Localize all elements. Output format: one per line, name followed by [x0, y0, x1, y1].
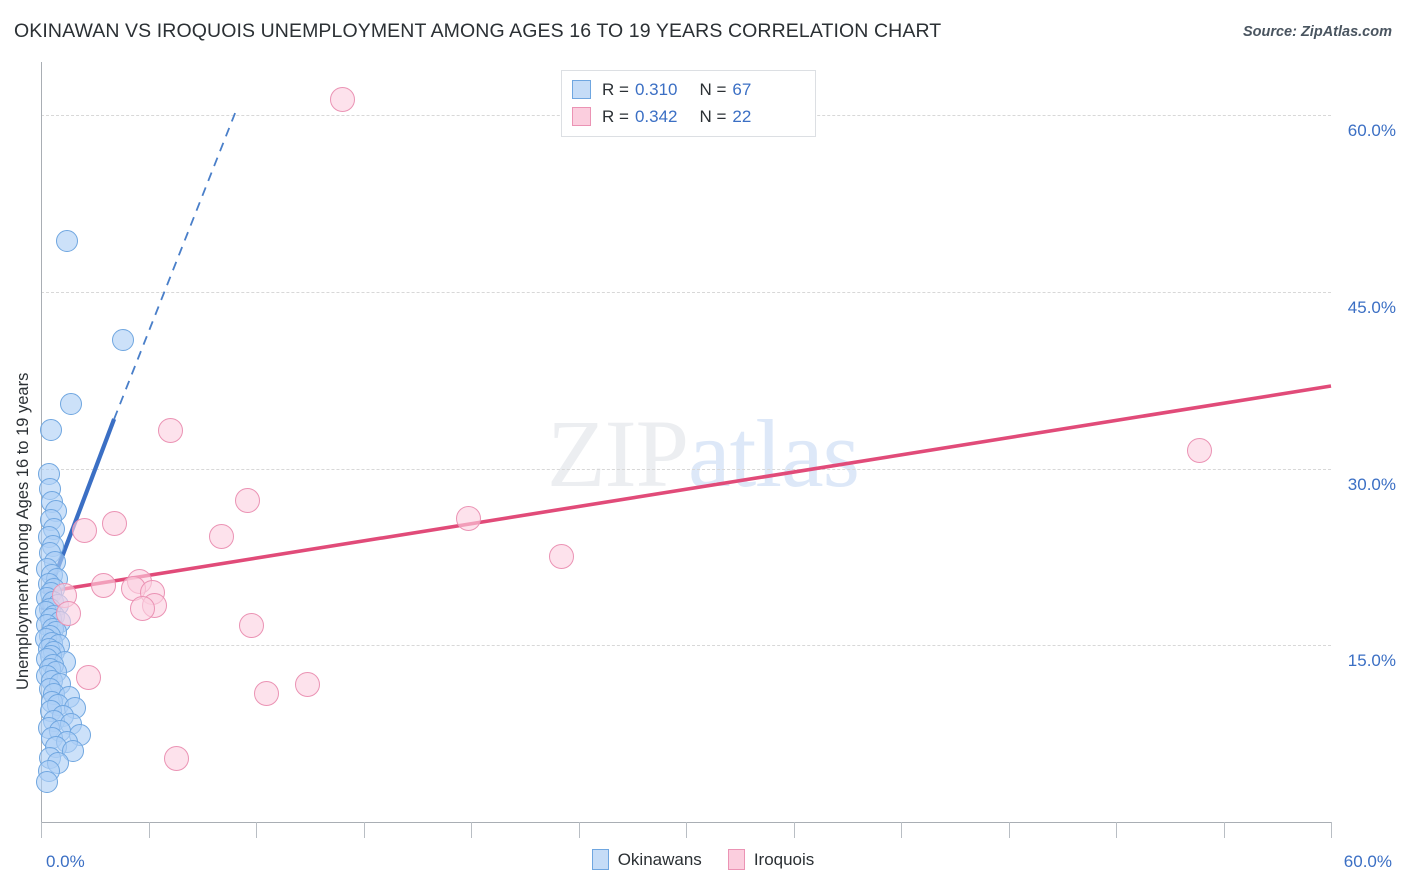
legend-label: Iroquois — [753, 849, 815, 869]
series-legend: Okinawans Iroquois — [0, 849, 1406, 870]
gridline — [41, 645, 1331, 647]
page-title: OKINAWAN VS IROQUOIS UNEMPLOYMENT AMONG … — [14, 20, 942, 42]
scatter-point[interactable] — [209, 524, 235, 550]
scatter-point[interactable] — [239, 612, 265, 638]
stats-row: R = 0.342 N = 22 — [572, 103, 805, 130]
scatter-point[interactable] — [157, 418, 183, 444]
x-axis-tick — [1008, 822, 1010, 838]
correlation-stats-box: R = 0.310 N = 67 R = 0.342 N = 22 — [561, 70, 816, 137]
n-label: N = — [699, 79, 727, 99]
y-axis-title: Unemployment Among Ages 16 to 19 years — [14, 372, 32, 690]
scatter-point[interactable] — [39, 418, 62, 441]
scatter-point[interactable] — [456, 505, 482, 531]
n-label: N = — [699, 106, 727, 126]
x-axis-tick — [363, 822, 365, 838]
source-attribution: Source: ZipAtlas.com — [1242, 24, 1392, 40]
scatter-point[interactable] — [62, 740, 85, 763]
legend-item-okinawans[interactable]: Okinawans — [591, 849, 702, 870]
scatter-point[interactable] — [56, 600, 82, 626]
x-axis-tick — [686, 822, 687, 838]
n-value: 22 — [732, 106, 752, 126]
y-axis-tick-label: 30.0% — [1347, 474, 1396, 494]
scatter-point[interactable] — [1187, 438, 1213, 464]
x-axis-tick — [793, 822, 795, 838]
scatter-point[interactable] — [111, 329, 134, 352]
x-axis-tick — [256, 822, 257, 838]
scatter-point[interactable] — [75, 664, 101, 690]
scatter-point[interactable] — [548, 544, 574, 570]
x-axis-tick — [1116, 822, 1117, 838]
scatter-point[interactable] — [329, 87, 355, 113]
scatter-point[interactable] — [163, 745, 189, 771]
legend-item-iroquois[interactable]: Iroquois — [727, 849, 815, 870]
okinawans-legend-swatch-icon — [591, 849, 609, 870]
legend-label: Okinawans — [617, 849, 702, 869]
x-axis-tick — [578, 822, 580, 838]
y-axis-tick-label: 45.0% — [1347, 297, 1396, 317]
y-axis-tick-label: 60.0% — [1347, 121, 1396, 141]
r-label: R = — [602, 79, 629, 99]
r-value: 0.310 — [634, 79, 678, 99]
gridline — [41, 468, 1331, 470]
stats-row: R = 0.310 N = 67 — [572, 76, 805, 103]
okinawans-swatch-icon — [572, 80, 591, 99]
gridline — [41, 291, 1331, 293]
scatter-point[interactable] — [90, 572, 116, 598]
x-axis-max-label: 60.0% — [1343, 852, 1392, 871]
x-axis-tick — [471, 822, 472, 838]
scatter-point[interactable] — [295, 671, 321, 697]
r-value: 0.342 — [634, 106, 678, 126]
x-axis-min-label: 0.0% — [46, 852, 85, 871]
iroquois-legend-swatch-icon — [727, 849, 745, 870]
r-label: R = — [602, 106, 629, 126]
iroquois-swatch-icon — [572, 107, 591, 126]
scatter-point[interactable] — [71, 518, 97, 544]
scatter-point[interactable] — [254, 681, 280, 707]
x-axis-tick — [1223, 822, 1225, 838]
x-axis-tick — [41, 822, 42, 838]
n-value: 67 — [732, 79, 752, 99]
scatter-point[interactable] — [101, 511, 127, 537]
scatter-point[interactable] — [60, 392, 83, 415]
plot-area — [41, 62, 1331, 822]
x-axis-tick — [901, 822, 902, 838]
scatter-point[interactable] — [36, 770, 59, 793]
x-axis-tick — [1331, 822, 1332, 838]
x-axis-tick — [148, 822, 150, 838]
scatter-point[interactable] — [234, 487, 260, 513]
y-axis-tick-label: 15.0% — [1347, 651, 1396, 671]
scatter-point[interactable] — [55, 230, 78, 253]
scatter-point[interactable] — [129, 596, 155, 622]
